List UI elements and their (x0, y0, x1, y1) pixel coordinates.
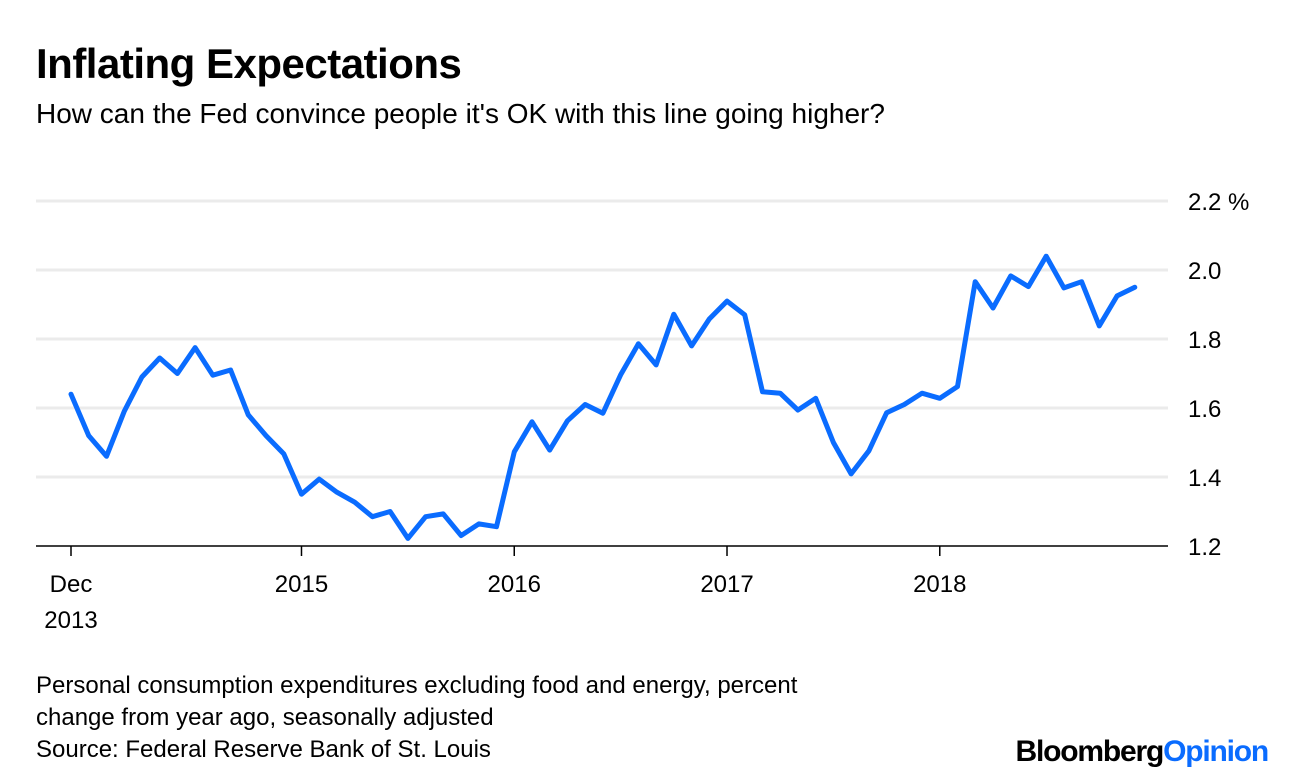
logo-bloomberg: Bloomberg (1015, 735, 1165, 768)
y-tick-label: 1.4 (1188, 465, 1221, 492)
y-tick-label: 1.2 (1188, 534, 1221, 561)
logo-opinion: Opinion (1163, 735, 1269, 768)
bloomberg-opinion-logo: BloombergOpinion (1015, 735, 1270, 769)
series-line (68, 253, 1138, 541)
x-tick-label-year: 2013 (44, 607, 97, 634)
footer-note-line1: Personal consumption expenditures exclud… (36, 672, 798, 699)
x-tick-label: 2018 (913, 571, 966, 598)
x-tick-label: 2015 (275, 571, 328, 598)
y-tick-label: 2.0 (1188, 258, 1221, 285)
footer-source: Source: Federal Reserve Bank of St. Loui… (36, 736, 491, 763)
chart-title: Inflating Expectations (36, 40, 462, 87)
y-tick-label: 2.2 % (1188, 189, 1249, 216)
y-tick-label: 1.8 (1188, 327, 1221, 354)
x-tick-label: 2016 (488, 571, 541, 598)
y-tick-label: 1.6 (1188, 396, 1221, 423)
footer-note-line2: change from year ago, seasonally adjuste… (36, 704, 494, 731)
x-tick-label: Dec (50, 571, 93, 598)
chart-footer: Personal consumption expenditures exclud… (36, 670, 797, 766)
x-tick-label: 2017 (700, 571, 753, 598)
chart-subtitle: How can the Fed convince people it's OK … (36, 98, 885, 129)
